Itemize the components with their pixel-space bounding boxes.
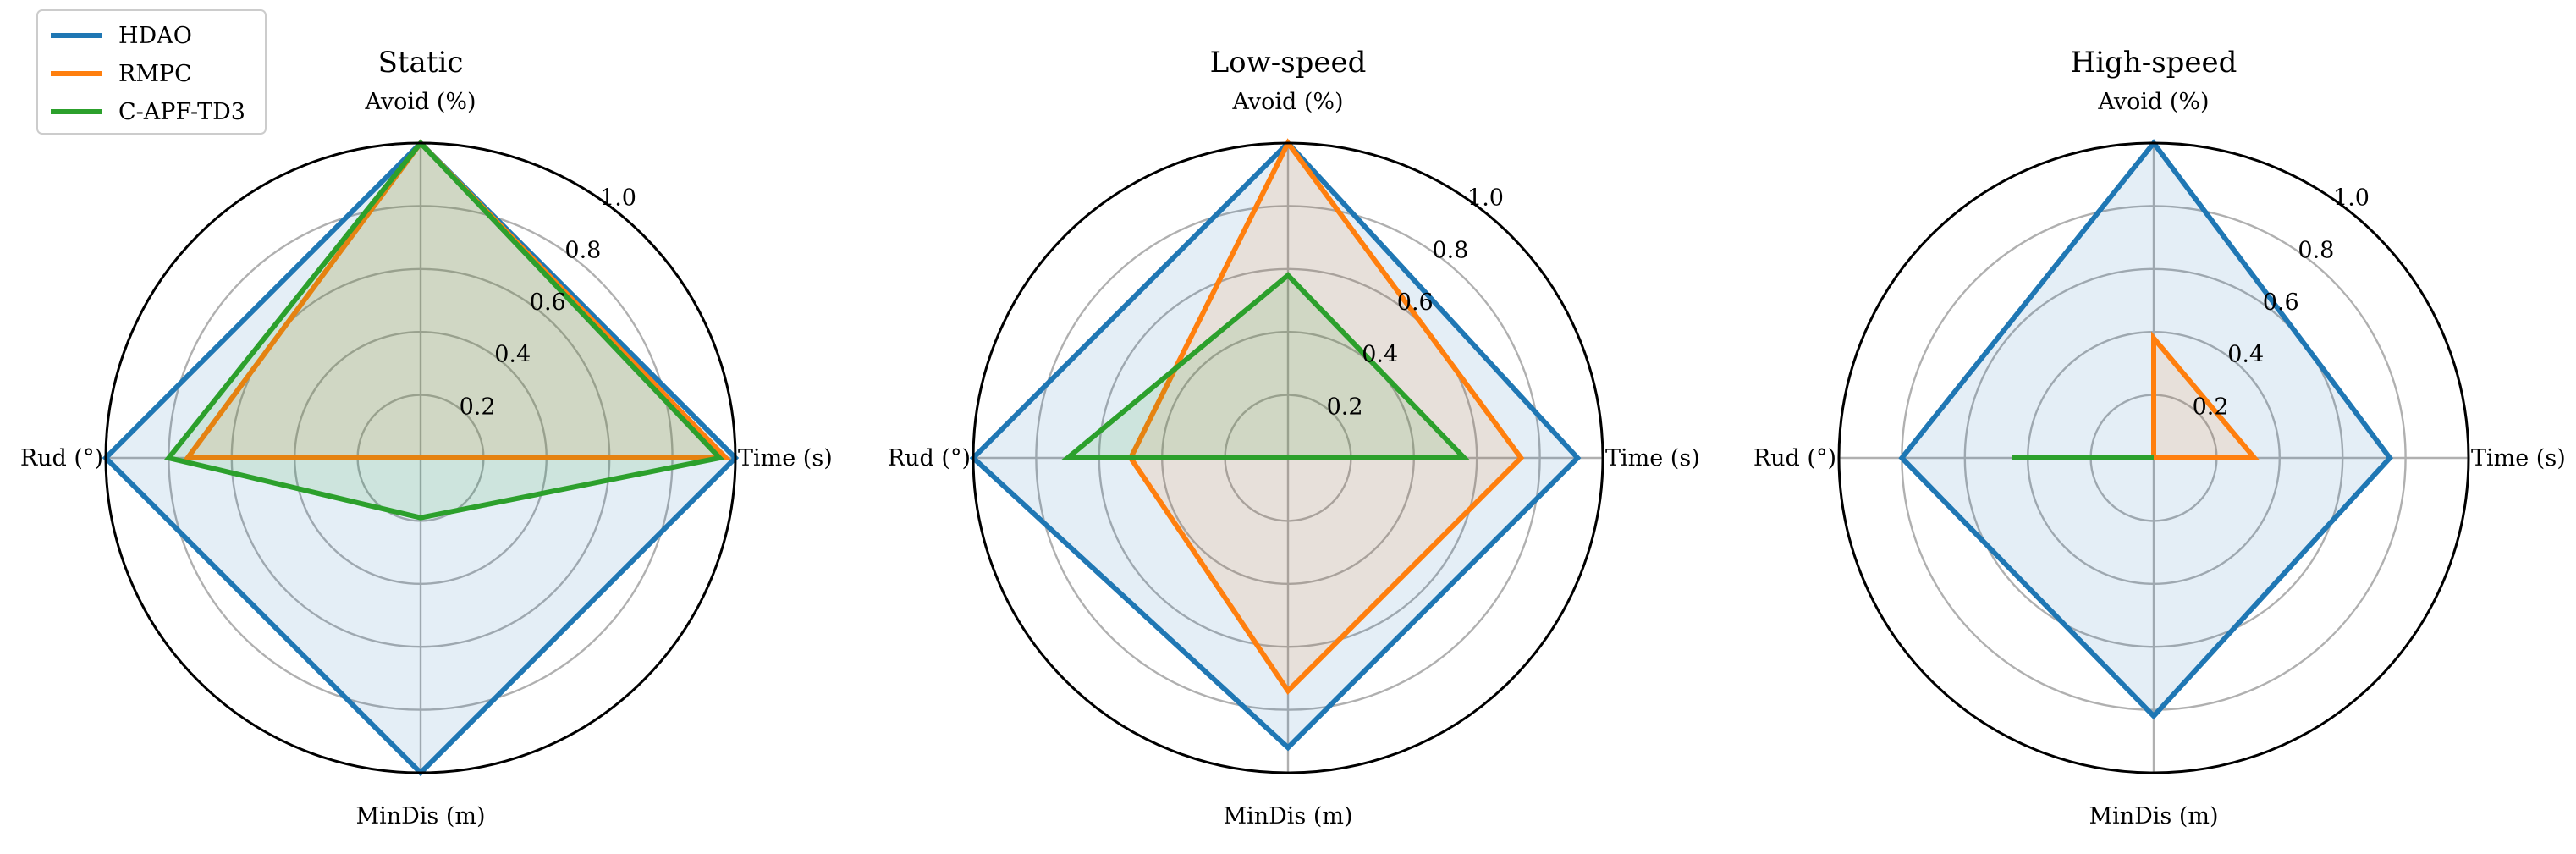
axis-label: Time (s) <box>1605 445 1700 471</box>
series-line-hdao <box>1898 139 2393 720</box>
radar-chart-low-speed: 0.2 0.4 0.6 0.8 1.0 Avoid (%) Time (s) MinDis (… <box>888 46 1700 829</box>
radar-chart-high-speed: 0.2 0.4 0.6 0.8 1.0 Avoid (%) Time (s) MinDis (… <box>1753 46 2566 829</box>
series-fill-hdao <box>1902 143 2390 716</box>
radial-tick-label: 1.0 <box>600 185 636 212</box>
radial-tick-label: 0.4 <box>494 342 531 368</box>
series-line-c-apf-td3 <box>1060 272 1471 460</box>
axis-label: MinDis (m) <box>2089 803 2218 829</box>
radial-tick-label: 0.2 <box>2193 394 2229 420</box>
radial-tick-label: 0.8 <box>2298 237 2334 263</box>
radial-tick-label: 0.6 <box>530 289 566 316</box>
outer-frame <box>972 141 1604 774</box>
radial-tick-label: 0.4 <box>2227 342 2264 368</box>
legend: HDAO RMPC C-APF-TD3 <box>36 9 267 135</box>
series-fill-c-apf-td3 <box>1067 275 1465 458</box>
radial-tick-label: 0.2 <box>1327 394 1363 420</box>
series-fill-c-apf-td3 <box>168 143 720 518</box>
axis-label: Avoid (%) <box>1231 89 1343 115</box>
series-line-rmpc <box>2151 331 2260 460</box>
axis-label: MinDis (m) <box>1223 803 1352 829</box>
radial-tick-label: 0.4 <box>1362 342 1398 368</box>
radar-chart-static: 0.2 0.4 0.6 0.8 1.0 Avoid (%) Time (s) MinDis (… <box>20 46 833 829</box>
radial-tick-label: 0.6 <box>1397 289 1434 316</box>
axis-label: Rud (°) <box>888 445 971 471</box>
series-line-c-apf-td3 <box>164 139 725 521</box>
axis-label: Avoid (%) <box>364 89 476 115</box>
legend-label: HDAO <box>118 23 192 49</box>
series-line-hdao <box>969 139 1582 752</box>
chart-title: Low-speed <box>1210 46 1367 80</box>
radial-tick-label: 1.0 <box>2333 185 2370 212</box>
legend-box <box>36 9 267 135</box>
chart-title: Static <box>378 46 464 80</box>
outer-frame <box>104 141 737 774</box>
legend-label: C-APF-TD3 <box>118 99 245 125</box>
radial-tick-label: 0.8 <box>1432 237 1468 263</box>
series-fill-rmpc <box>187 143 726 458</box>
legend-label: RMPC <box>118 61 192 87</box>
axis-label: Rud (°) <box>20 445 103 471</box>
axis-label: Time (s) <box>2471 445 2566 471</box>
radial-tick-label: 0.8 <box>564 237 601 263</box>
radial-tick-label: 0.2 <box>460 394 496 420</box>
radial-tick-label: 0.6 <box>2263 289 2299 316</box>
axis-label: Avoid (%) <box>2097 89 2209 115</box>
series-line-rmpc <box>182 139 732 460</box>
axis-label: MinDis (m) <box>355 803 485 829</box>
chart-title: High-speed <box>2071 46 2237 80</box>
radial-tick-label: 1.0 <box>1467 185 1504 212</box>
axis-label: Time (s) <box>738 445 833 471</box>
outer-frame <box>1837 141 2470 774</box>
series-line-rmpc <box>1127 138 1525 695</box>
axis-label: Rud (°) <box>1753 445 1836 471</box>
